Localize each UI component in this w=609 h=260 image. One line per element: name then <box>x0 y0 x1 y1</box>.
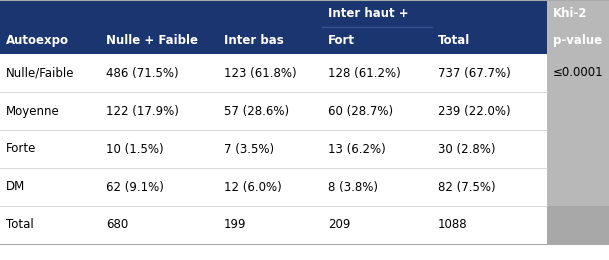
Bar <box>0 168 100 206</box>
Text: 239 (22.0%): 239 (22.0%) <box>438 105 510 118</box>
Bar <box>100 0 218 27</box>
Bar <box>322 0 432 27</box>
Bar <box>547 27 609 54</box>
Text: DM: DM <box>6 180 25 193</box>
Bar <box>100 130 218 168</box>
Bar <box>218 206 322 244</box>
Bar <box>100 168 218 206</box>
Text: 62 (9.1%): 62 (9.1%) <box>106 180 164 193</box>
Bar <box>322 54 432 92</box>
Text: 13 (6.2%): 13 (6.2%) <box>328 142 385 155</box>
Bar <box>322 168 432 206</box>
Bar <box>432 206 547 244</box>
Text: 7 (3.5%): 7 (3.5%) <box>224 142 274 155</box>
Bar <box>547 168 609 206</box>
Bar <box>100 206 218 244</box>
Bar <box>100 27 218 54</box>
Text: Moyenne: Moyenne <box>6 105 60 118</box>
Bar <box>100 92 218 130</box>
Text: 486 (71.5%): 486 (71.5%) <box>106 67 178 80</box>
Bar <box>322 206 432 244</box>
Bar <box>218 0 322 27</box>
Bar <box>0 0 100 27</box>
Bar <box>100 54 218 92</box>
Text: 122 (17.9%): 122 (17.9%) <box>106 105 179 118</box>
Bar <box>547 92 609 130</box>
Bar <box>547 54 609 92</box>
Text: 8 (3.8%): 8 (3.8%) <box>328 180 378 193</box>
Bar <box>432 27 547 54</box>
Text: 30 (2.8%): 30 (2.8%) <box>438 142 496 155</box>
Text: ≤0.0001: ≤0.0001 <box>553 67 604 80</box>
Bar <box>432 0 547 27</box>
Text: Forte: Forte <box>6 142 37 155</box>
Text: 57 (28.6%): 57 (28.6%) <box>224 105 289 118</box>
Bar <box>547 130 609 168</box>
Text: 82 (7.5%): 82 (7.5%) <box>438 180 496 193</box>
Bar <box>0 92 100 130</box>
Text: p-value: p-value <box>553 34 602 47</box>
Text: 199: 199 <box>224 218 247 231</box>
Text: 737 (67.7%): 737 (67.7%) <box>438 67 511 80</box>
Bar <box>0 27 100 54</box>
Bar <box>432 92 547 130</box>
Text: Nulle + Faible: Nulle + Faible <box>106 34 198 47</box>
Bar <box>218 27 322 54</box>
Bar <box>547 0 609 27</box>
Text: Khi-2: Khi-2 <box>553 7 588 20</box>
Bar <box>322 92 432 130</box>
Text: Nulle/Faible: Nulle/Faible <box>6 67 74 80</box>
Text: 1088: 1088 <box>438 218 468 231</box>
Bar <box>218 92 322 130</box>
Text: 60 (28.7%): 60 (28.7%) <box>328 105 393 118</box>
Bar <box>0 206 100 244</box>
Bar <box>432 168 547 206</box>
Text: Autoexpo: Autoexpo <box>6 34 69 47</box>
Text: Total: Total <box>6 218 33 231</box>
Text: 128 (61.2%): 128 (61.2%) <box>328 67 401 80</box>
Bar <box>322 130 432 168</box>
Bar <box>547 206 609 244</box>
Text: 10 (1.5%): 10 (1.5%) <box>106 142 164 155</box>
Bar <box>0 54 100 92</box>
Bar <box>432 130 547 168</box>
Text: 12 (6.0%): 12 (6.0%) <box>224 180 282 193</box>
Text: 209: 209 <box>328 218 350 231</box>
Bar <box>218 54 322 92</box>
Bar <box>218 130 322 168</box>
Bar <box>218 168 322 206</box>
Bar <box>322 27 432 54</box>
Bar <box>0 130 100 168</box>
Text: 680: 680 <box>106 218 128 231</box>
Text: Total: Total <box>438 34 470 47</box>
Text: 123 (61.8%): 123 (61.8%) <box>224 67 297 80</box>
Bar <box>432 54 547 92</box>
Text: Fort: Fort <box>328 34 355 47</box>
Text: Inter bas: Inter bas <box>224 34 284 47</box>
Text: Inter haut +: Inter haut + <box>328 7 409 20</box>
